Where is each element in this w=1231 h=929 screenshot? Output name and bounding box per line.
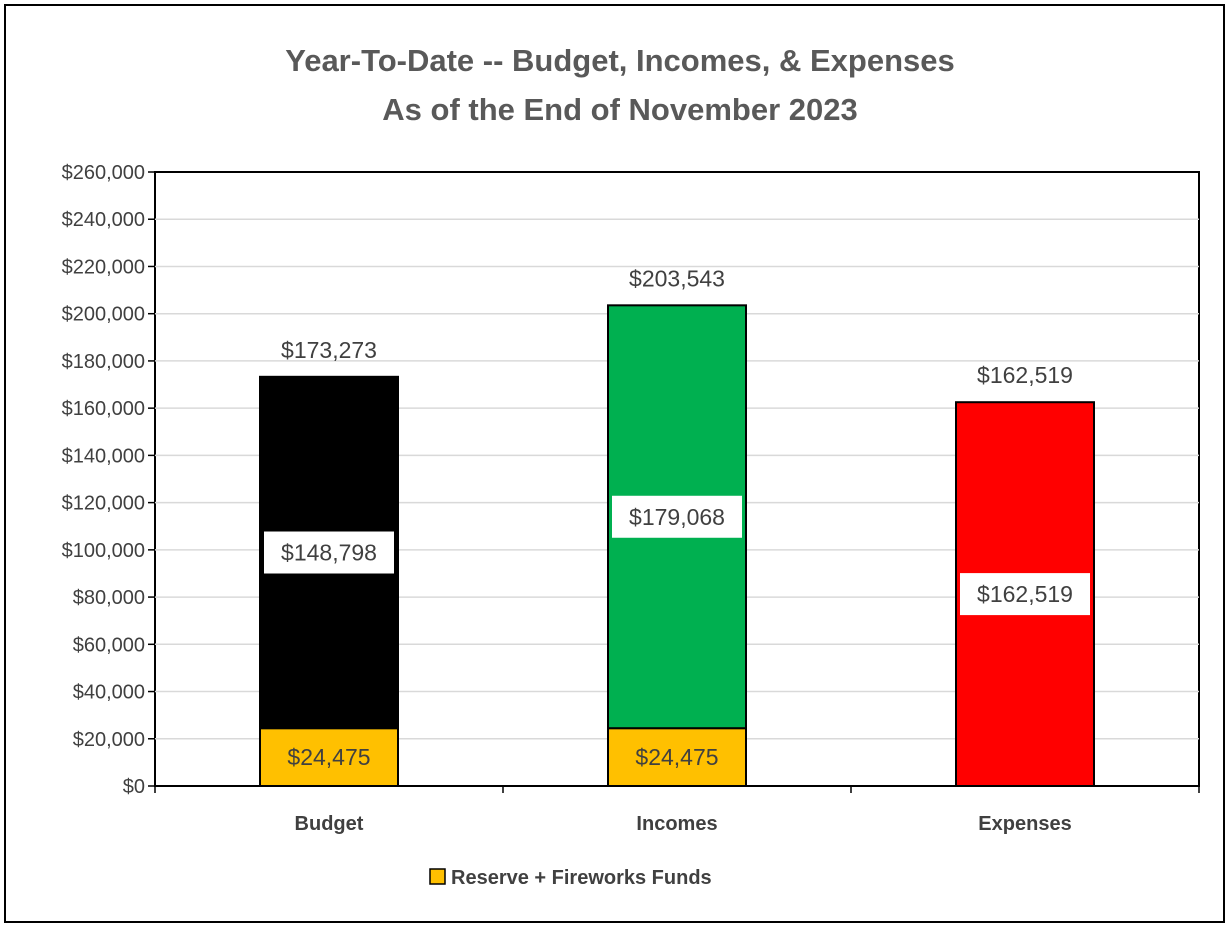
data-label: $24,475 [635, 744, 718, 770]
chart-title: Year-To-Date -- Budget, Incomes, & Expen… [285, 43, 955, 78]
total-label: $173,273 [281, 337, 377, 363]
data-label: $162,519 [977, 581, 1073, 607]
y-tick-label: $140,000 [62, 445, 145, 467]
y-tick-label: $200,000 [62, 304, 145, 326]
y-tick-label: $0 [123, 776, 145, 798]
y-tick-label: $100,000 [62, 540, 145, 562]
y-tick-label: $60,000 [73, 634, 145, 656]
x-category-label: Incomes [636, 813, 717, 835]
x-category-label: Budget [295, 813, 364, 835]
legend: Reserve + Fireworks Funds [429, 867, 712, 889]
data-label-box [612, 495, 742, 538]
y-tick-label: $160,000 [62, 398, 145, 420]
data-label-box [264, 531, 394, 574]
y-tick-label: $120,000 [62, 493, 145, 515]
y-tick-label: $220,000 [62, 256, 145, 278]
y-tick-label: $240,000 [62, 209, 145, 231]
x-axis: Budget Incomes Expenses [154, 786, 1200, 835]
y-tick-label: $80,000 [73, 587, 145, 609]
data-label: $148,798 [281, 540, 377, 566]
y-tick-label: $260,000 [62, 162, 145, 184]
y-tick-label: $20,000 [73, 729, 145, 751]
y-axis: $0 $20,000 $40,000 $60,000 $80,000 $100,000 $1… [62, 162, 155, 798]
data-label-box [612, 736, 742, 779]
legend-swatch [429, 868, 446, 885]
data-label-box [264, 736, 394, 779]
data-label: $24,475 [287, 744, 370, 770]
data-label: $179,068 [629, 504, 725, 530]
chart-subtitle: As of the End of November 2023 [382, 92, 857, 127]
y-tick-label: $40,000 [73, 682, 145, 704]
data-label-box [960, 573, 1090, 616]
data-labels: $24,475 $148,798 $173,273 $24,475 $179,068 $2… [264, 265, 1090, 779]
legend-label: Reserve + Fireworks Funds [451, 867, 712, 889]
total-label: $203,543 [629, 265, 725, 291]
y-tick-label: $180,000 [62, 351, 145, 373]
total-label: $162,519 [977, 362, 1073, 388]
x-category-label: Expenses [978, 813, 1071, 835]
